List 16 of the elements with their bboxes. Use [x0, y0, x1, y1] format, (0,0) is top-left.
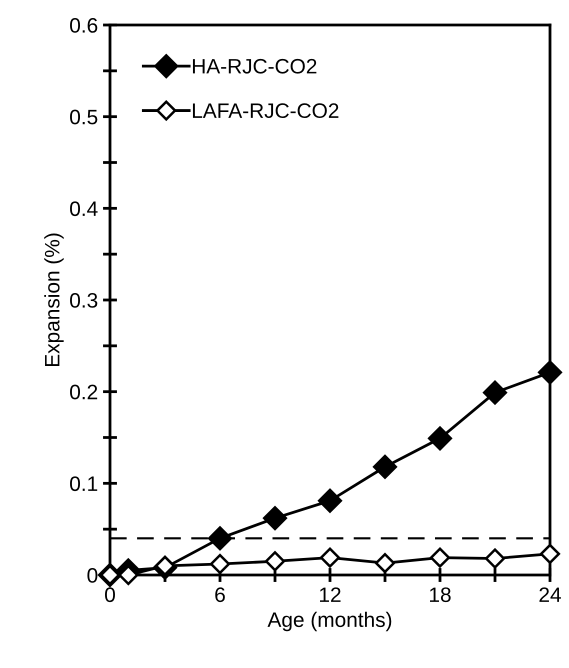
x-tick-label: 0 [105, 587, 115, 602]
legend-label: LAFA-RJC-CO2 [192, 103, 338, 118]
x-axis-title: Age (months) [268, 612, 392, 632]
legend-label: HA-RJC-CO2 [192, 58, 316, 74]
x-tick-label: 18 [430, 587, 451, 602]
x-tick-label: 24 [539, 587, 561, 602]
y-tick-label: 0.5 [70, 110, 98, 124]
y-tick-label: 0.1 [70, 476, 98, 492]
x-tick-label: 6 [215, 587, 225, 602]
x-tick-label: 12 [320, 587, 341, 602]
y-tick-label: 0.4 [70, 201, 98, 216]
y-tick-label: 0 [87, 568, 98, 583]
y-axis-title: Expansion (%) [44, 234, 64, 366]
y-tick-label: 0.2 [70, 384, 98, 400]
y-tick-label: 0.3 [70, 293, 98, 308]
y-tick-label: 0.6 [70, 18, 98, 33]
